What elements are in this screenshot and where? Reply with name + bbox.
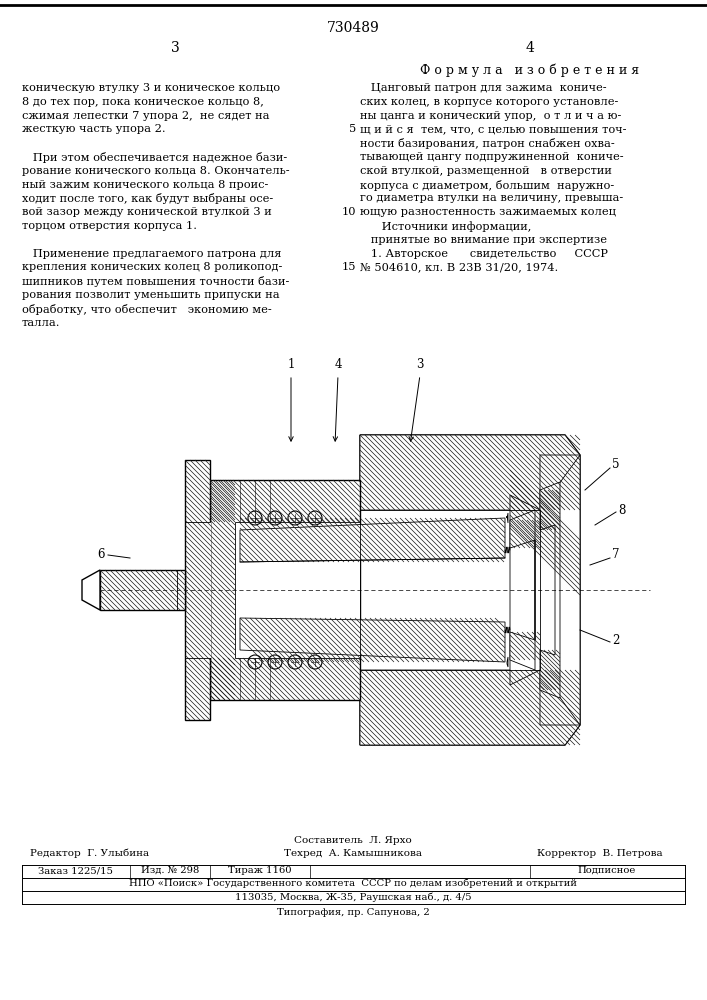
Text: Изд. № 298: Изд. № 298 xyxy=(141,866,199,875)
Text: обработку, что обеспечит   экономию ме-: обработку, что обеспечит экономию ме- xyxy=(22,304,271,315)
Polygon shape xyxy=(510,455,580,725)
Text: талла.: талла. xyxy=(22,318,61,328)
Text: При этом обеспечивается надежное бази-: При этом обеспечивается надежное бази- xyxy=(22,152,287,163)
Polygon shape xyxy=(360,435,580,745)
Text: коническую втулку 3 и коническое кольцо: коническую втулку 3 и коническое кольцо xyxy=(22,83,280,93)
Text: рования позволит уменьшить припуски на: рования позволит уменьшить припуски на xyxy=(22,290,280,300)
Text: 5: 5 xyxy=(349,124,356,134)
Text: 1: 1 xyxy=(287,359,295,371)
Polygon shape xyxy=(210,480,360,700)
Text: крепления конических колец 8 роликопод-: крепления конических колец 8 роликопод- xyxy=(22,262,282,272)
Polygon shape xyxy=(240,618,505,662)
Text: рование конического кольца 8. Окончатель-: рование конического кольца 8. Окончатель… xyxy=(22,166,290,176)
Polygon shape xyxy=(235,522,360,658)
Text: тывающей цангу подпружиненной  кониче-: тывающей цангу подпружиненной кониче- xyxy=(360,152,624,162)
Text: щ и й с я  тем, что, с целью повышения точ-: щ и й с я тем, что, с целью повышения то… xyxy=(360,124,626,134)
Polygon shape xyxy=(240,518,505,562)
Text: 3: 3 xyxy=(416,359,423,371)
Text: № 504610, кл. В 23В 31/20, 1974.: № 504610, кл. В 23В 31/20, 1974. xyxy=(360,262,559,272)
Text: жесткую часть упора 2.: жесткую часть упора 2. xyxy=(22,124,165,134)
Text: сжимая лепестки 7 упора 2,  не сядет на: сжимая лепестки 7 упора 2, не сядет на xyxy=(22,111,269,121)
Text: НПО «Поиск» Государственного комитета  СССР по делам изобретений и открытий: НПО «Поиск» Государственного комитета СС… xyxy=(129,879,577,888)
Text: вой зазор между конической втулкой 3 и: вой зазор между конической втулкой 3 и xyxy=(22,207,271,217)
Text: 4: 4 xyxy=(334,359,341,371)
Text: 6: 6 xyxy=(98,548,105,562)
Text: Техред  А. Камышникова: Техред А. Камышникова xyxy=(284,849,422,858)
Text: ской втулкой, размещенной   в отверстии: ской втулкой, размещенной в отверстии xyxy=(360,166,612,176)
Text: Тираж 1160: Тираж 1160 xyxy=(228,866,292,875)
Polygon shape xyxy=(187,522,211,658)
Text: ских колец, в корпусе которого установле-: ских колец, в корпусе которого установле… xyxy=(360,97,619,107)
Text: ны цанга и конический упор,  о т л и ч а ю-: ны цанга и конический упор, о т л и ч а … xyxy=(360,111,621,121)
Text: Типография, пр. Сапунова, 2: Типография, пр. Сапунова, 2 xyxy=(276,908,429,917)
Text: принятые во внимание при экспертизе: принятые во внимание при экспертизе xyxy=(360,235,607,245)
Text: 3: 3 xyxy=(170,41,180,55)
Polygon shape xyxy=(360,435,580,510)
Polygon shape xyxy=(360,670,580,745)
Text: 15: 15 xyxy=(341,262,356,272)
Text: ный зажим конического кольца 8 проис-: ный зажим конического кольца 8 проис- xyxy=(22,180,269,190)
Polygon shape xyxy=(185,460,210,720)
Text: Источники информации,: Источники информации, xyxy=(360,221,532,232)
Text: го диаметра втулки на величину, превыша-: го диаметра втулки на величину, превыша- xyxy=(360,193,624,203)
Text: 4: 4 xyxy=(525,41,534,55)
Text: Редактор  Г. Улыбина: Редактор Г. Улыбина xyxy=(30,849,150,858)
Text: 2: 2 xyxy=(612,634,619,647)
Text: 1. Авторское      свидетельство     СССР: 1. Авторское свидетельство СССР xyxy=(360,249,608,259)
Polygon shape xyxy=(507,513,508,523)
Polygon shape xyxy=(510,510,535,670)
Text: Применение предлагаемого патрона для: Применение предлагаемого патрона для xyxy=(22,249,281,259)
Polygon shape xyxy=(82,570,100,610)
Text: 5: 5 xyxy=(612,458,619,472)
Text: 113035, Москва, Ж-35, Раушская наб., д. 4/5: 113035, Москва, Ж-35, Раушская наб., д. … xyxy=(235,892,472,902)
Text: Заказ 1225/15: Заказ 1225/15 xyxy=(38,866,114,875)
Text: 7: 7 xyxy=(612,548,619,562)
Text: корпуса с диаметром, большим  наружно-: корпуса с диаметром, большим наружно- xyxy=(360,180,614,191)
Text: 10: 10 xyxy=(341,207,356,217)
Text: Корректор  В. Петрова: Корректор В. Петрова xyxy=(537,849,662,858)
Text: ющую разностенность зажимаемых колец: ющую разностенность зажимаемых колец xyxy=(360,207,616,217)
Text: ности базирования, патрон снабжен охва-: ности базирования, патрон снабжен охва- xyxy=(360,138,615,149)
Text: Составитель  Л. Ярхо: Составитель Л. Ярхо xyxy=(294,836,412,845)
Text: Ф о р м у л а   и з о б р е т е н и я: Ф о р м у л а и з о б р е т е н и я xyxy=(421,63,640,77)
Text: 730489: 730489 xyxy=(327,21,380,35)
Text: Подписное: Подписное xyxy=(578,866,636,875)
Text: 8: 8 xyxy=(618,504,626,516)
Polygon shape xyxy=(100,570,185,610)
Polygon shape xyxy=(507,657,508,667)
Text: торцом отверстия корпуса 1.: торцом отверстия корпуса 1. xyxy=(22,221,197,231)
Text: Цанговый патрон для зажима  кониче-: Цанговый патрон для зажима кониче- xyxy=(360,83,607,93)
Text: шипников путем повышения точности бази-: шипников путем повышения точности бази- xyxy=(22,276,289,287)
Polygon shape xyxy=(540,482,560,698)
Text: ходит после того, как будут выбраны осе-: ходит после того, как будут выбраны осе- xyxy=(22,193,273,204)
Text: 8 до тех пор, пока коническое кольцо 8,: 8 до тех пор, пока коническое кольцо 8, xyxy=(22,97,264,107)
